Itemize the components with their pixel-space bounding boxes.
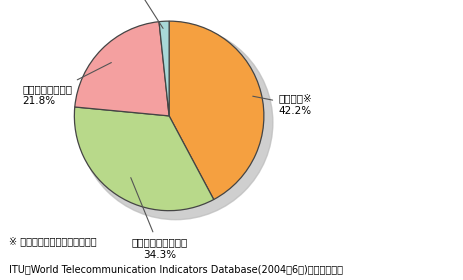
Text: 欧州・中央アジア
21.8%: 欧州・中央アジア 21.8% [22, 62, 111, 106]
Wedge shape [75, 107, 214, 211]
Text: 中東・アフリカ
1.7%: 中東・アフリカ 1.7% [106, 0, 163, 28]
Ellipse shape [79, 25, 273, 220]
Wedge shape [159, 21, 169, 116]
Text: ITU「World Telecommunication Indicators Database(2004年6月)」により作成: ITU「World Telecommunication Indicators D… [9, 265, 343, 275]
Wedge shape [75, 22, 169, 116]
Wedge shape [169, 21, 264, 200]
Text: アジア・オセアニア
34.3%: アジア・オセアニア 34.3% [131, 178, 188, 260]
Text: 北・南米※
42.2%: 北・南米※ 42.2% [253, 93, 312, 116]
Text: ※ 「北・南米」は、中米を含む: ※ 「北・南米」は、中米を含む [9, 237, 97, 247]
